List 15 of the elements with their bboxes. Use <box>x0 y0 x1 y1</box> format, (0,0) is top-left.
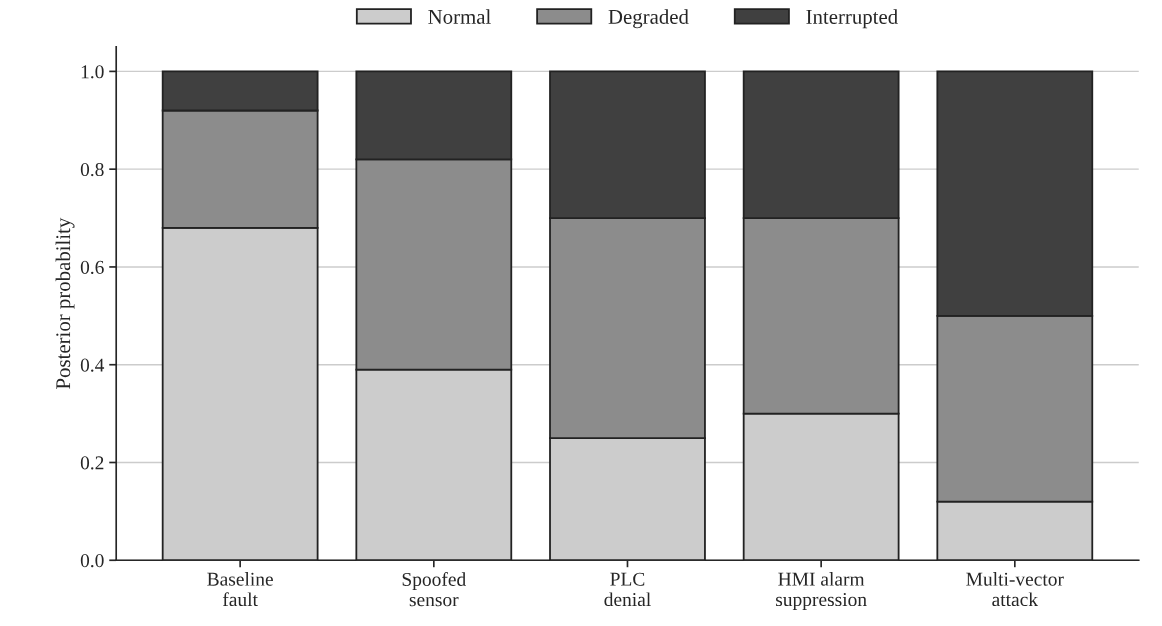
y-axis-title: Posterior probability <box>55 217 75 389</box>
legend-label: Interrupted <box>806 9 898 29</box>
y-tick-label: 1.0 <box>81 65 104 79</box>
y-tick-label: 0.8 <box>80 162 104 177</box>
y-tick-label: 0.4 <box>80 358 105 372</box>
x-tick-label: PLC denial <box>604 572 651 607</box>
x-tick-label: Multi-vector attack <box>966 572 1064 607</box>
legend-label: Normal <box>428 9 491 24</box>
y-tick-label: 0.0 <box>80 554 104 568</box>
x-tick-label: Spoofed sensor <box>402 572 466 607</box>
x-tick-label: Baseline fault <box>207 572 273 607</box>
x-tick-label: HMI alarm suppression <box>776 572 867 611</box>
y-tick-label: 0.2 <box>80 456 104 470</box>
legend-label: Degraded <box>608 9 689 29</box>
y-tick-label: 0.6 <box>80 260 104 274</box>
